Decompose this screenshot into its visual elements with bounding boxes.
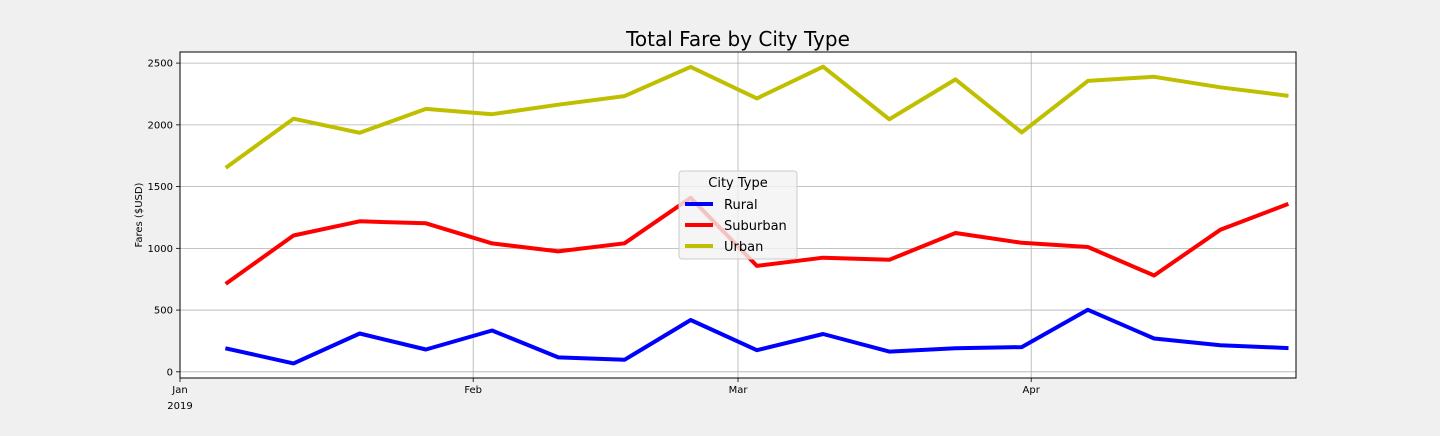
legend-title: City Type (708, 176, 767, 191)
y-tick-label: 2500 (148, 59, 173, 70)
x-tick-label: Mar (729, 385, 749, 396)
x-tick-label: Jan (171, 385, 187, 396)
axes: 0 500 1000 1500 2000 2500 Jan 2019 Feb Mar Apr (148, 59, 1041, 412)
chart-title: Total Fare by City Type (625, 27, 850, 51)
y-tick-label: 1500 (148, 182, 173, 193)
series-line-rural (224, 307, 1289, 366)
x-tick-label: Apr (1023, 385, 1041, 396)
y-tick-label: 1000 (148, 244, 173, 255)
x-tick-label: Feb (464, 385, 482, 396)
legend-label-rural: Rural (724, 198, 758, 213)
y-tick-label: 0 (167, 367, 173, 378)
y-axis-label: Fares ($USD) (134, 182, 145, 247)
series-lines (224, 64, 1290, 366)
series-line-urban (224, 64, 1289, 170)
series-line-suburban (224, 195, 1290, 286)
legend-label-urban: Urban (724, 240, 763, 255)
y-tick-label: 500 (154, 306, 173, 317)
legend: City Type Rural Suburban Urban (678, 170, 798, 260)
y-tick-label: 2000 (148, 120, 173, 131)
x-tick-sublabel: 2019 (167, 401, 192, 412)
legend-box (678, 170, 798, 260)
legend-label-suburban: Suburban (724, 219, 787, 234)
